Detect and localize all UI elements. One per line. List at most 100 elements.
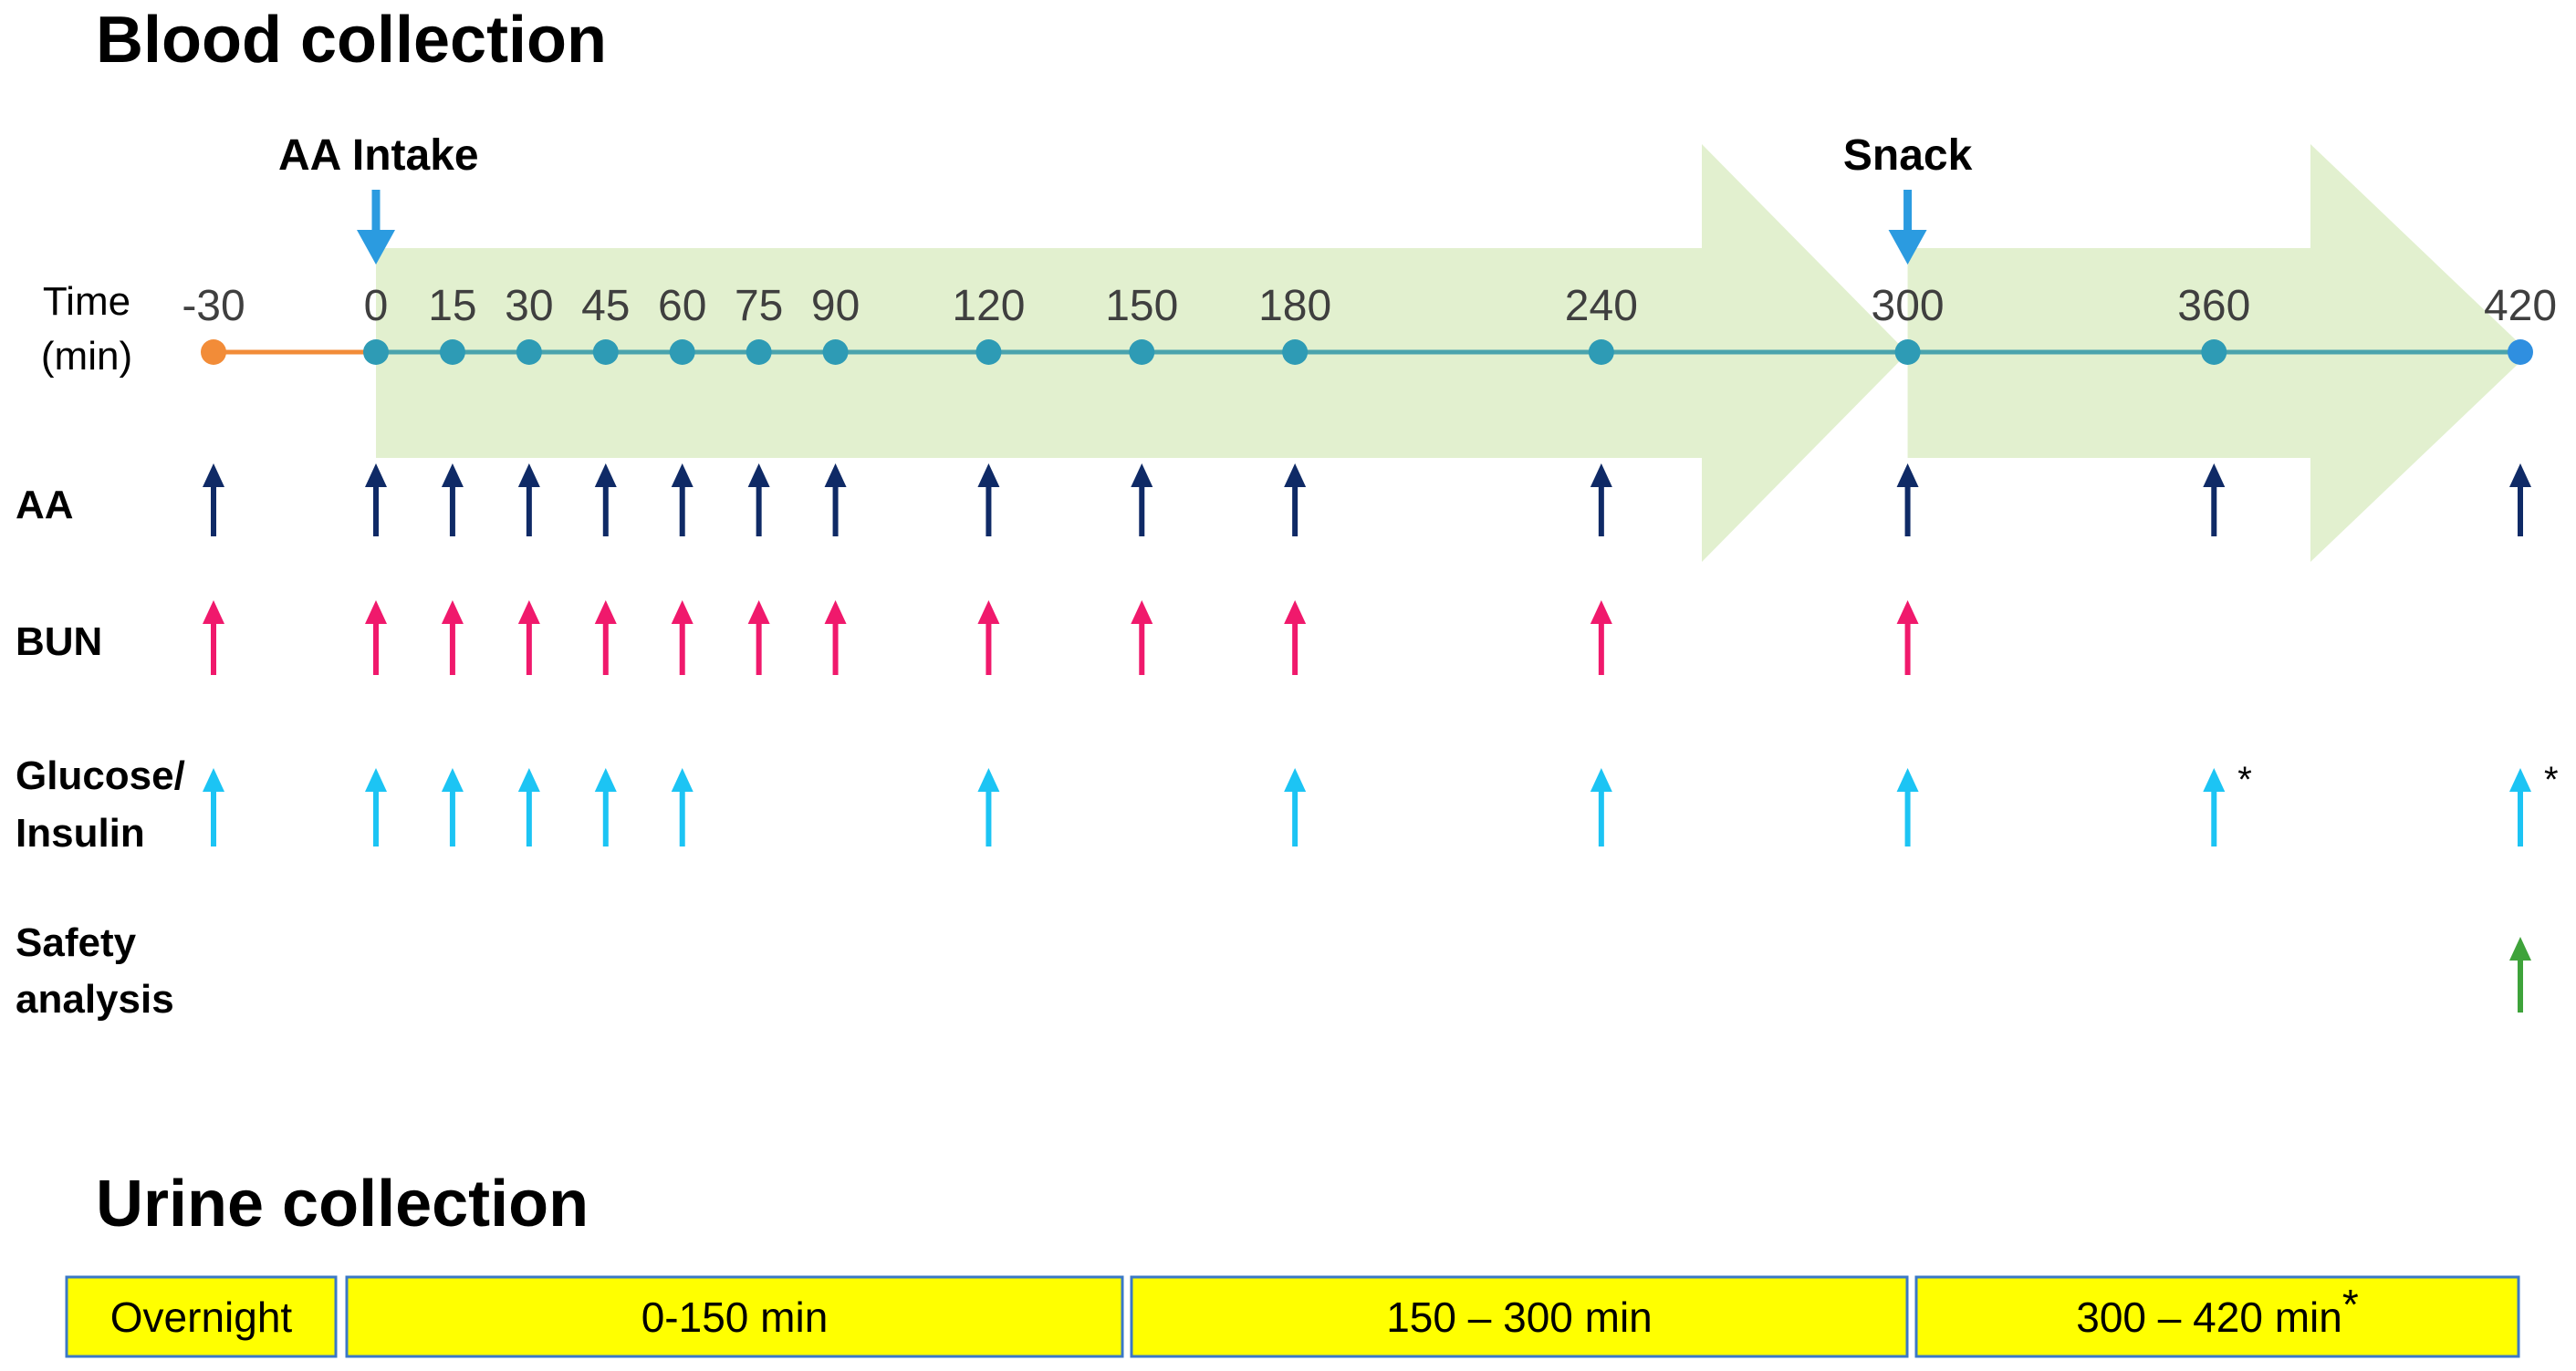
footnote-star: * [2237,760,2252,800]
urine-segment-label: 300 – 420 min* [2076,1281,2359,1341]
up-arrow-icon [824,463,847,536]
up-arrow-icon [1131,600,1153,675]
time-marker-30 [516,339,542,365]
up-arrow-icon [203,463,224,536]
up-arrow-icon [1590,768,1612,846]
urine-segment-text: 300 – 420 min [2076,1293,2342,1341]
up-arrow-icon [594,600,617,675]
time-label: 45 [581,282,630,330]
time-axis-label-line: Time [43,279,130,324]
up-arrow-icon [203,768,224,846]
up-arrow-icon [1896,463,1919,536]
time-marker-90 [822,339,849,365]
up-arrow-icon [365,463,387,536]
up-arrow-icon [594,463,617,536]
up-arrow-icon [747,463,770,536]
up-arrow-icon [1896,768,1919,846]
time-marker-300 [1894,339,1921,365]
timeline: -30 0 15 30 45 60 75 90 120 150 180 240 300 360 420 [182,282,2557,365]
up-arrow-icon [977,768,1000,846]
up-arrow-icon [747,600,770,675]
urine-segment-text: Overnight [110,1293,293,1341]
row-label-glucose-insulin: Glucose/ [16,753,185,798]
time-label: 240 [1565,282,1638,330]
down-arrow-icon [1888,230,1927,265]
up-arrow-icon [671,768,694,846]
row-label-bun: BUN [16,619,102,664]
time-marker-45 [592,339,619,365]
row-label-aa: AA [16,483,74,527]
footnote-star: * [2342,1281,2359,1328]
up-arrow-icon [671,463,694,536]
up-arrow-icon [1284,463,1307,536]
up-arrow-icon [441,600,464,675]
up-arrow-icon [824,600,847,675]
urine-segment-label: Overnight [110,1293,293,1341]
time-marker-240 [1588,339,1614,365]
time-label: 120 [952,282,1025,330]
time-label: 300 [1872,282,1945,330]
up-arrow-icon [594,768,617,846]
urine-collection-bar: Overnight 0-150 min 150 – 300 min 300 – 420… [65,1275,2520,1358]
up-arrow-icon [1896,600,1919,675]
urine-segment-0-150-min [345,1275,1124,1358]
time-marker-150 [1129,339,1155,365]
time-label: 150 [1105,282,1178,330]
urine-segment-text: 150 – 300 min [1386,1293,1653,1341]
time-label: 0 [364,282,389,330]
up-arrow-icon [1590,600,1612,675]
up-arrow-icon [2509,463,2531,536]
up-arrow-icon [2203,463,2226,536]
up-arrow-icon [977,463,1000,536]
time-marker-60 [669,339,695,365]
time-axis-label-line: (min) [41,334,132,379]
row-label-glucose-insulin: Insulin [16,811,145,856]
time-label: 90 [811,282,860,330]
up-arrow-icon [517,768,540,846]
row-label-safety-analysis: Safety [16,920,137,965]
up-arrow-icon [517,463,540,536]
event-markers: AA Intake Snack [278,131,1973,265]
up-arrow-icon [441,463,464,536]
time-marker-180 [1282,339,1309,365]
row-labels: AA BUN Glucose/Insulin Safety analysis [16,483,185,1022]
up-arrow-icon [2509,768,2531,846]
time-marker-15 [439,339,465,365]
urine-segment-300-420-min [1914,1275,2520,1358]
up-arrow-icon [1284,768,1307,846]
up-arrow-icon [1284,600,1307,675]
blood-collection-title: Blood collection [96,4,607,77]
time-marker-420 [2508,339,2533,365]
event-label-snack: Snack [1843,131,1973,180]
urine-segment-text: 0-150 min [641,1293,829,1341]
up-arrow-icon [1590,463,1612,536]
time-marker-75 [746,339,772,365]
time-marker-0 [363,339,389,365]
time-label: -30 [182,282,245,330]
up-arrow-icon [977,600,1000,675]
time-marker-30 [201,339,226,365]
row-label-safety-analysis: analysis [16,977,174,1022]
up-arrow-icon [365,600,387,675]
time-marker-120 [975,339,1002,365]
up-arrow-icon [517,600,540,675]
urine-collection-title: Urine collection [96,1168,589,1241]
time-label: 60 [658,282,706,330]
up-arrow-icon [671,600,694,675]
time-label: 360 [2177,282,2250,330]
up-arrow-icon [365,768,387,846]
time-label: 420 [2484,282,2557,330]
up-arrow-icon [441,768,464,846]
time-marker-360 [2201,339,2227,365]
time-label: 15 [428,282,476,330]
up-arrow-icon [203,600,224,675]
footnote-star: * [2544,760,2559,800]
urine-segment-150-300-min [1130,1275,1909,1358]
up-arrow-icon [2509,937,2531,1013]
time-label: 30 [505,282,553,330]
time-label: 180 [1258,282,1331,330]
down-arrow-icon [357,230,395,265]
urine-segment-label: 150 – 300 min [1386,1293,1653,1341]
event-label-aa-intake: AA Intake [278,131,479,180]
